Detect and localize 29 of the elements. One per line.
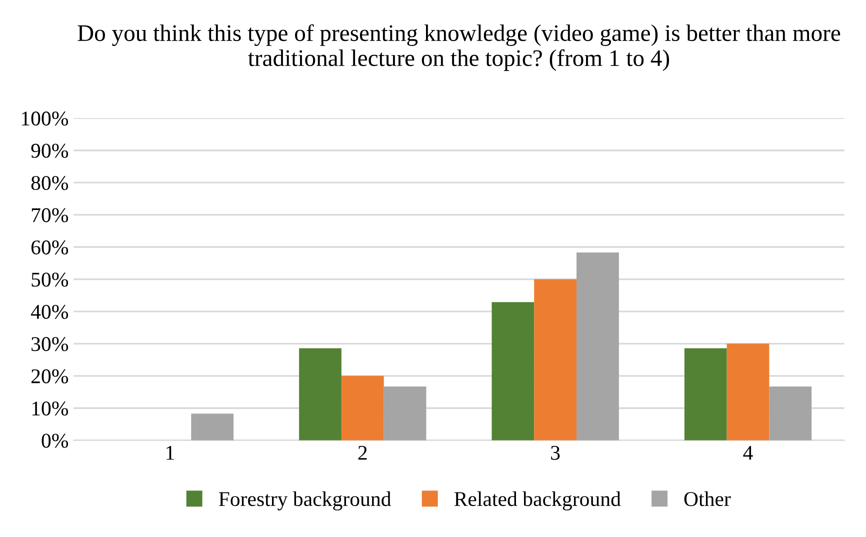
bar xyxy=(341,376,384,440)
y-tick-label: 30% xyxy=(32,337,68,352)
y-tick-label: 90% xyxy=(31,144,68,158)
x-tick-label: 1 xyxy=(166,446,174,460)
bar xyxy=(492,302,534,440)
y-tick-label: 50% xyxy=(32,272,68,287)
y-tick-label: 10% xyxy=(32,401,68,416)
legend-label: Related background xyxy=(454,491,621,510)
y-tick-label: 40% xyxy=(30,304,68,319)
bar xyxy=(576,252,619,440)
bar xyxy=(726,344,770,440)
x-tick-label: 2 xyxy=(358,446,367,460)
legend-label: Other xyxy=(684,491,731,506)
bar xyxy=(191,414,234,440)
bar xyxy=(384,386,426,440)
chart-title: Do you think this type of presenting knowledge (video game) is better than more traditional lecture on the topic? (from 1 to 4) xyxy=(78,24,840,71)
y-tick-label: 60% xyxy=(31,240,68,255)
y-tick-label: 20% xyxy=(31,369,68,384)
y-tick-label: 70% xyxy=(32,208,68,222)
bar xyxy=(684,348,727,440)
y-tick-label: 80% xyxy=(31,176,68,190)
bar xyxy=(534,279,577,440)
y-tick-label: 0% xyxy=(42,434,68,448)
legend-label: Forestry background xyxy=(218,491,392,510)
x-tick-label: 3 xyxy=(551,446,560,460)
x-tick-label: 4 xyxy=(743,446,753,460)
bar xyxy=(769,386,812,440)
y-tick-label: 100% xyxy=(22,112,68,126)
bar xyxy=(299,348,342,440)
